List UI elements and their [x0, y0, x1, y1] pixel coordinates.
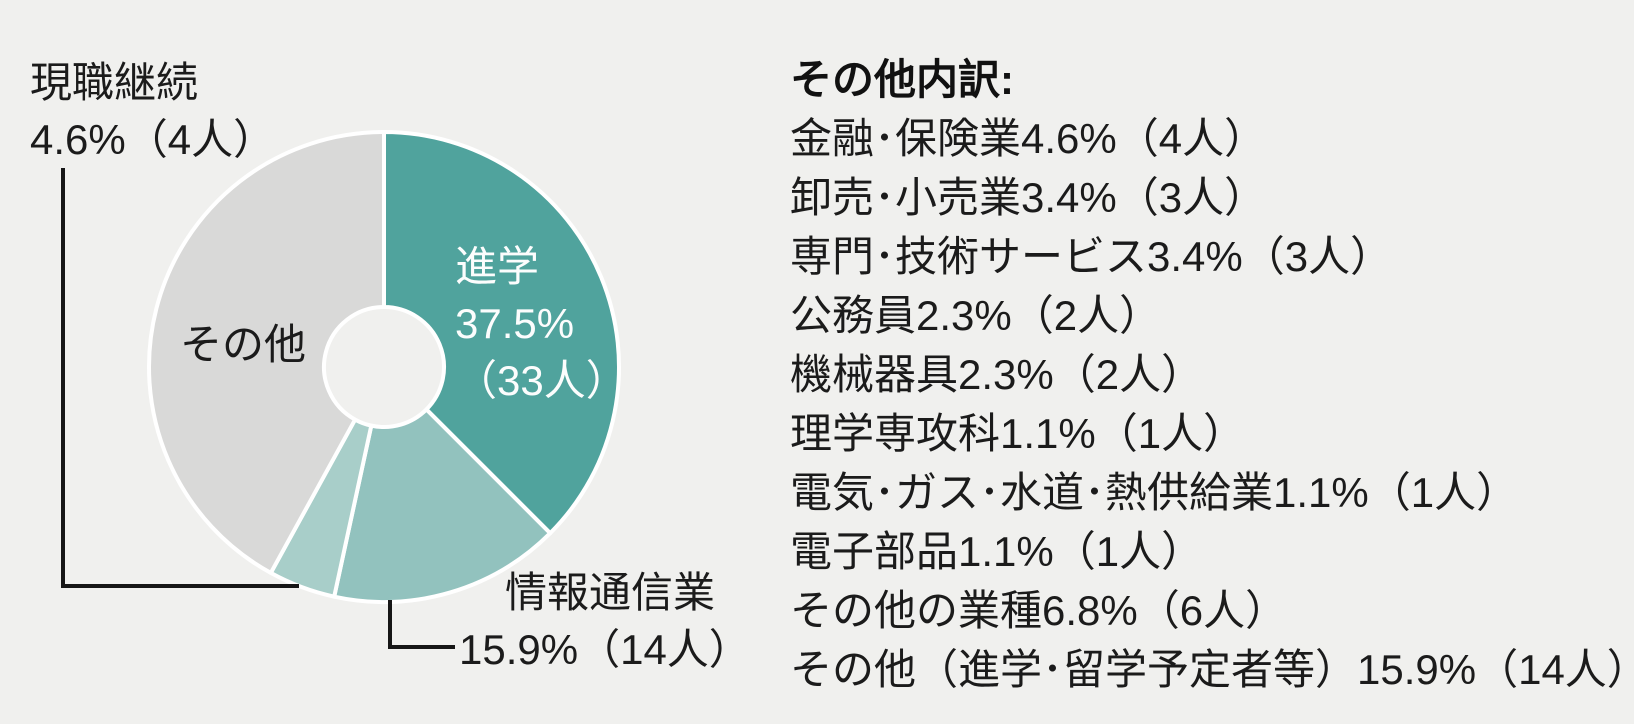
label-sonota: その他: [180, 321, 307, 368]
breakdown-item: 理学専攻科1.1%（1人）: [790, 410, 1246, 457]
breakdown-item: その他の業種6.8%（6人）: [790, 587, 1288, 634]
breakdown-item: 公務員2.3%（2人）: [790, 292, 1162, 339]
label-genshoku-keizoku: 現職継続 4.6%（4人）: [30, 54, 275, 168]
label-shingaku: 進学 37.5% （33人）: [455, 238, 628, 409]
slice-shingaku: [382, 130, 621, 536]
breakdown-item: 電子部品1.1%（1人）: [790, 528, 1204, 575]
breakdown-list: その他内訳: 金融･保険業4.6%（4人） 卸売･小売業3.4%（3人） 専門･…: [790, 50, 1634, 699]
breakdown-item: 電気･ガス･水道･熱供給業1.1%（1人）: [790, 469, 1519, 516]
breakdown-title: その他内訳:: [790, 56, 1014, 103]
label-joho-tsushin-value: 15.9%（14人）: [459, 626, 751, 673]
label-joho-tsushin-name: 情報通信業: [505, 569, 716, 616]
shingaku-name: 進学: [455, 243, 540, 290]
breakdown-item: 専門･技術サービス3.4%（3人）: [790, 233, 1393, 280]
donut-slices: [147, 130, 621, 604]
shingaku-pct: 37.5%: [455, 300, 575, 347]
breakdown-item: 機械器具2.3%（2人）: [790, 351, 1204, 398]
breakdown-item: その他（進学･留学予定者等）15.9%（14人）: [790, 646, 1634, 693]
callout-line-joho-tsushin: [388, 600, 455, 649]
shingaku-count: （33人）: [455, 357, 628, 404]
breakdown-item: 卸売･小売業3.4%（3人）: [790, 174, 1267, 221]
genshoku-keizoku-name: 現職継続: [30, 59, 199, 106]
genshoku-keizoku-value: 4.6%（4人）: [30, 116, 276, 163]
breakdown-item: 金融･保険業4.6%（4人）: [790, 115, 1267, 162]
slice-sonota: [147, 130, 386, 575]
callout-line-genshoku-keizoku: [61, 168, 299, 588]
slice-joho-tsushin: [332, 407, 553, 604]
